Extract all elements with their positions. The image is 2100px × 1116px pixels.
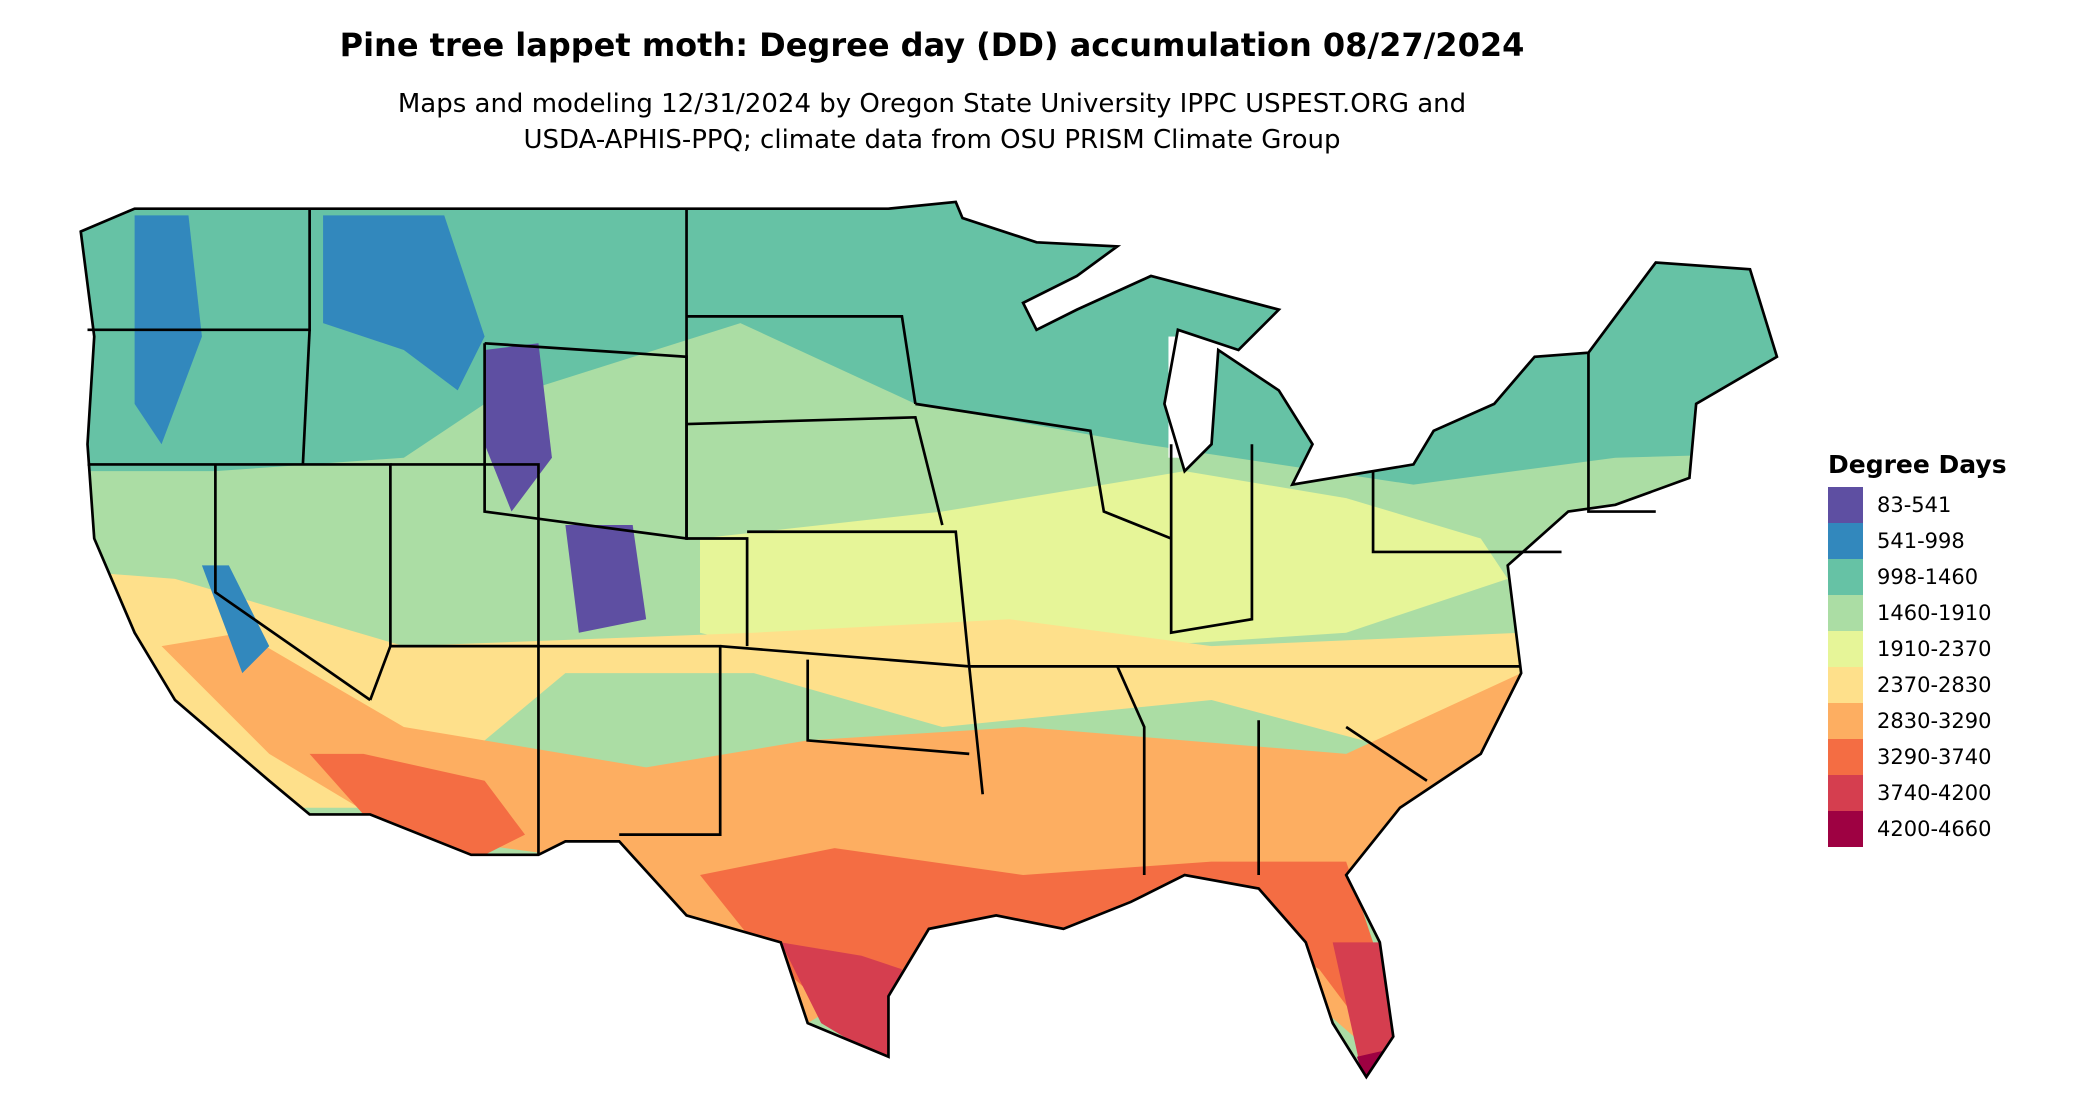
legend-item: 998-1460 bbox=[1828, 559, 2007, 595]
legend-label: 2370-2830 bbox=[1877, 673, 1992, 697]
legend-item: 83-541 bbox=[1828, 487, 2007, 523]
legend-swatch bbox=[1828, 559, 1863, 595]
legend-label: 2830-3290 bbox=[1877, 709, 1992, 733]
legend-label: 998-1460 bbox=[1877, 565, 1979, 589]
legend-swatch bbox=[1828, 703, 1863, 739]
legend-swatch bbox=[1828, 595, 1863, 631]
legend-item: 1910-2370 bbox=[1828, 631, 2007, 667]
legend-swatch bbox=[1828, 775, 1863, 811]
legend-swatch bbox=[1828, 811, 1863, 847]
zone-3740-4200-tx bbox=[780, 942, 902, 1064]
legend-label: 3290-3740 bbox=[1877, 745, 1992, 769]
legend-item: 2830-3290 bbox=[1828, 703, 2007, 739]
legend-swatch bbox=[1828, 631, 1863, 667]
map-subtitle: Maps and modeling 12/31/2024 by Oregon S… bbox=[0, 86, 1864, 158]
legend-label: 541-998 bbox=[1877, 529, 1965, 553]
zone-3290-3740-az bbox=[309, 753, 525, 862]
legend-item: 2370-2830 bbox=[1828, 667, 2007, 703]
subtitle-line-2: USDA-APHIS-PPQ; climate data from OSU PR… bbox=[523, 125, 1341, 155]
zone-541-998-sierra bbox=[201, 565, 270, 674]
legend-item: 4200-4660 bbox=[1828, 811, 2007, 847]
state-borders bbox=[87, 208, 1656, 876]
legend-label: 4200-4660 bbox=[1877, 817, 1992, 841]
subtitle-line-1: Maps and modeling 12/31/2024 by Oregon S… bbox=[397, 89, 1467, 119]
legend-swatch bbox=[1828, 487, 1863, 523]
legend-swatch bbox=[1828, 739, 1863, 775]
legend-title: Degree Days bbox=[1828, 450, 2007, 479]
legend-swatch bbox=[1828, 523, 1863, 559]
legend-item: 3290-3740 bbox=[1828, 739, 2007, 775]
zone-1910-2370 bbox=[700, 471, 1508, 647]
zone-541-998-rockies bbox=[323, 215, 485, 391]
legend: Degree Days 83-541 541-998 998-1460 1460-19… bbox=[1828, 450, 2007, 847]
legend-swatch bbox=[1828, 667, 1863, 703]
legend-item: 1460-1910 bbox=[1828, 595, 2007, 631]
legend-item: 3740-4200 bbox=[1828, 775, 2007, 811]
legend-label: 1910-2370 bbox=[1877, 637, 1992, 661]
legend-label: 1460-1910 bbox=[1877, 601, 1992, 625]
zone-83-541-co bbox=[565, 525, 647, 633]
legend-label: 3740-4200 bbox=[1877, 781, 1992, 805]
map-title: Pine tree lappet moth: Degree day (DD) a… bbox=[339, 26, 1525, 64]
zone-3740-4200-fl bbox=[1332, 942, 1400, 1077]
legend-label: 83-541 bbox=[1877, 493, 1952, 517]
legend-item: 541-998 bbox=[1828, 523, 2007, 559]
zone-83-541-wy bbox=[484, 343, 552, 512]
